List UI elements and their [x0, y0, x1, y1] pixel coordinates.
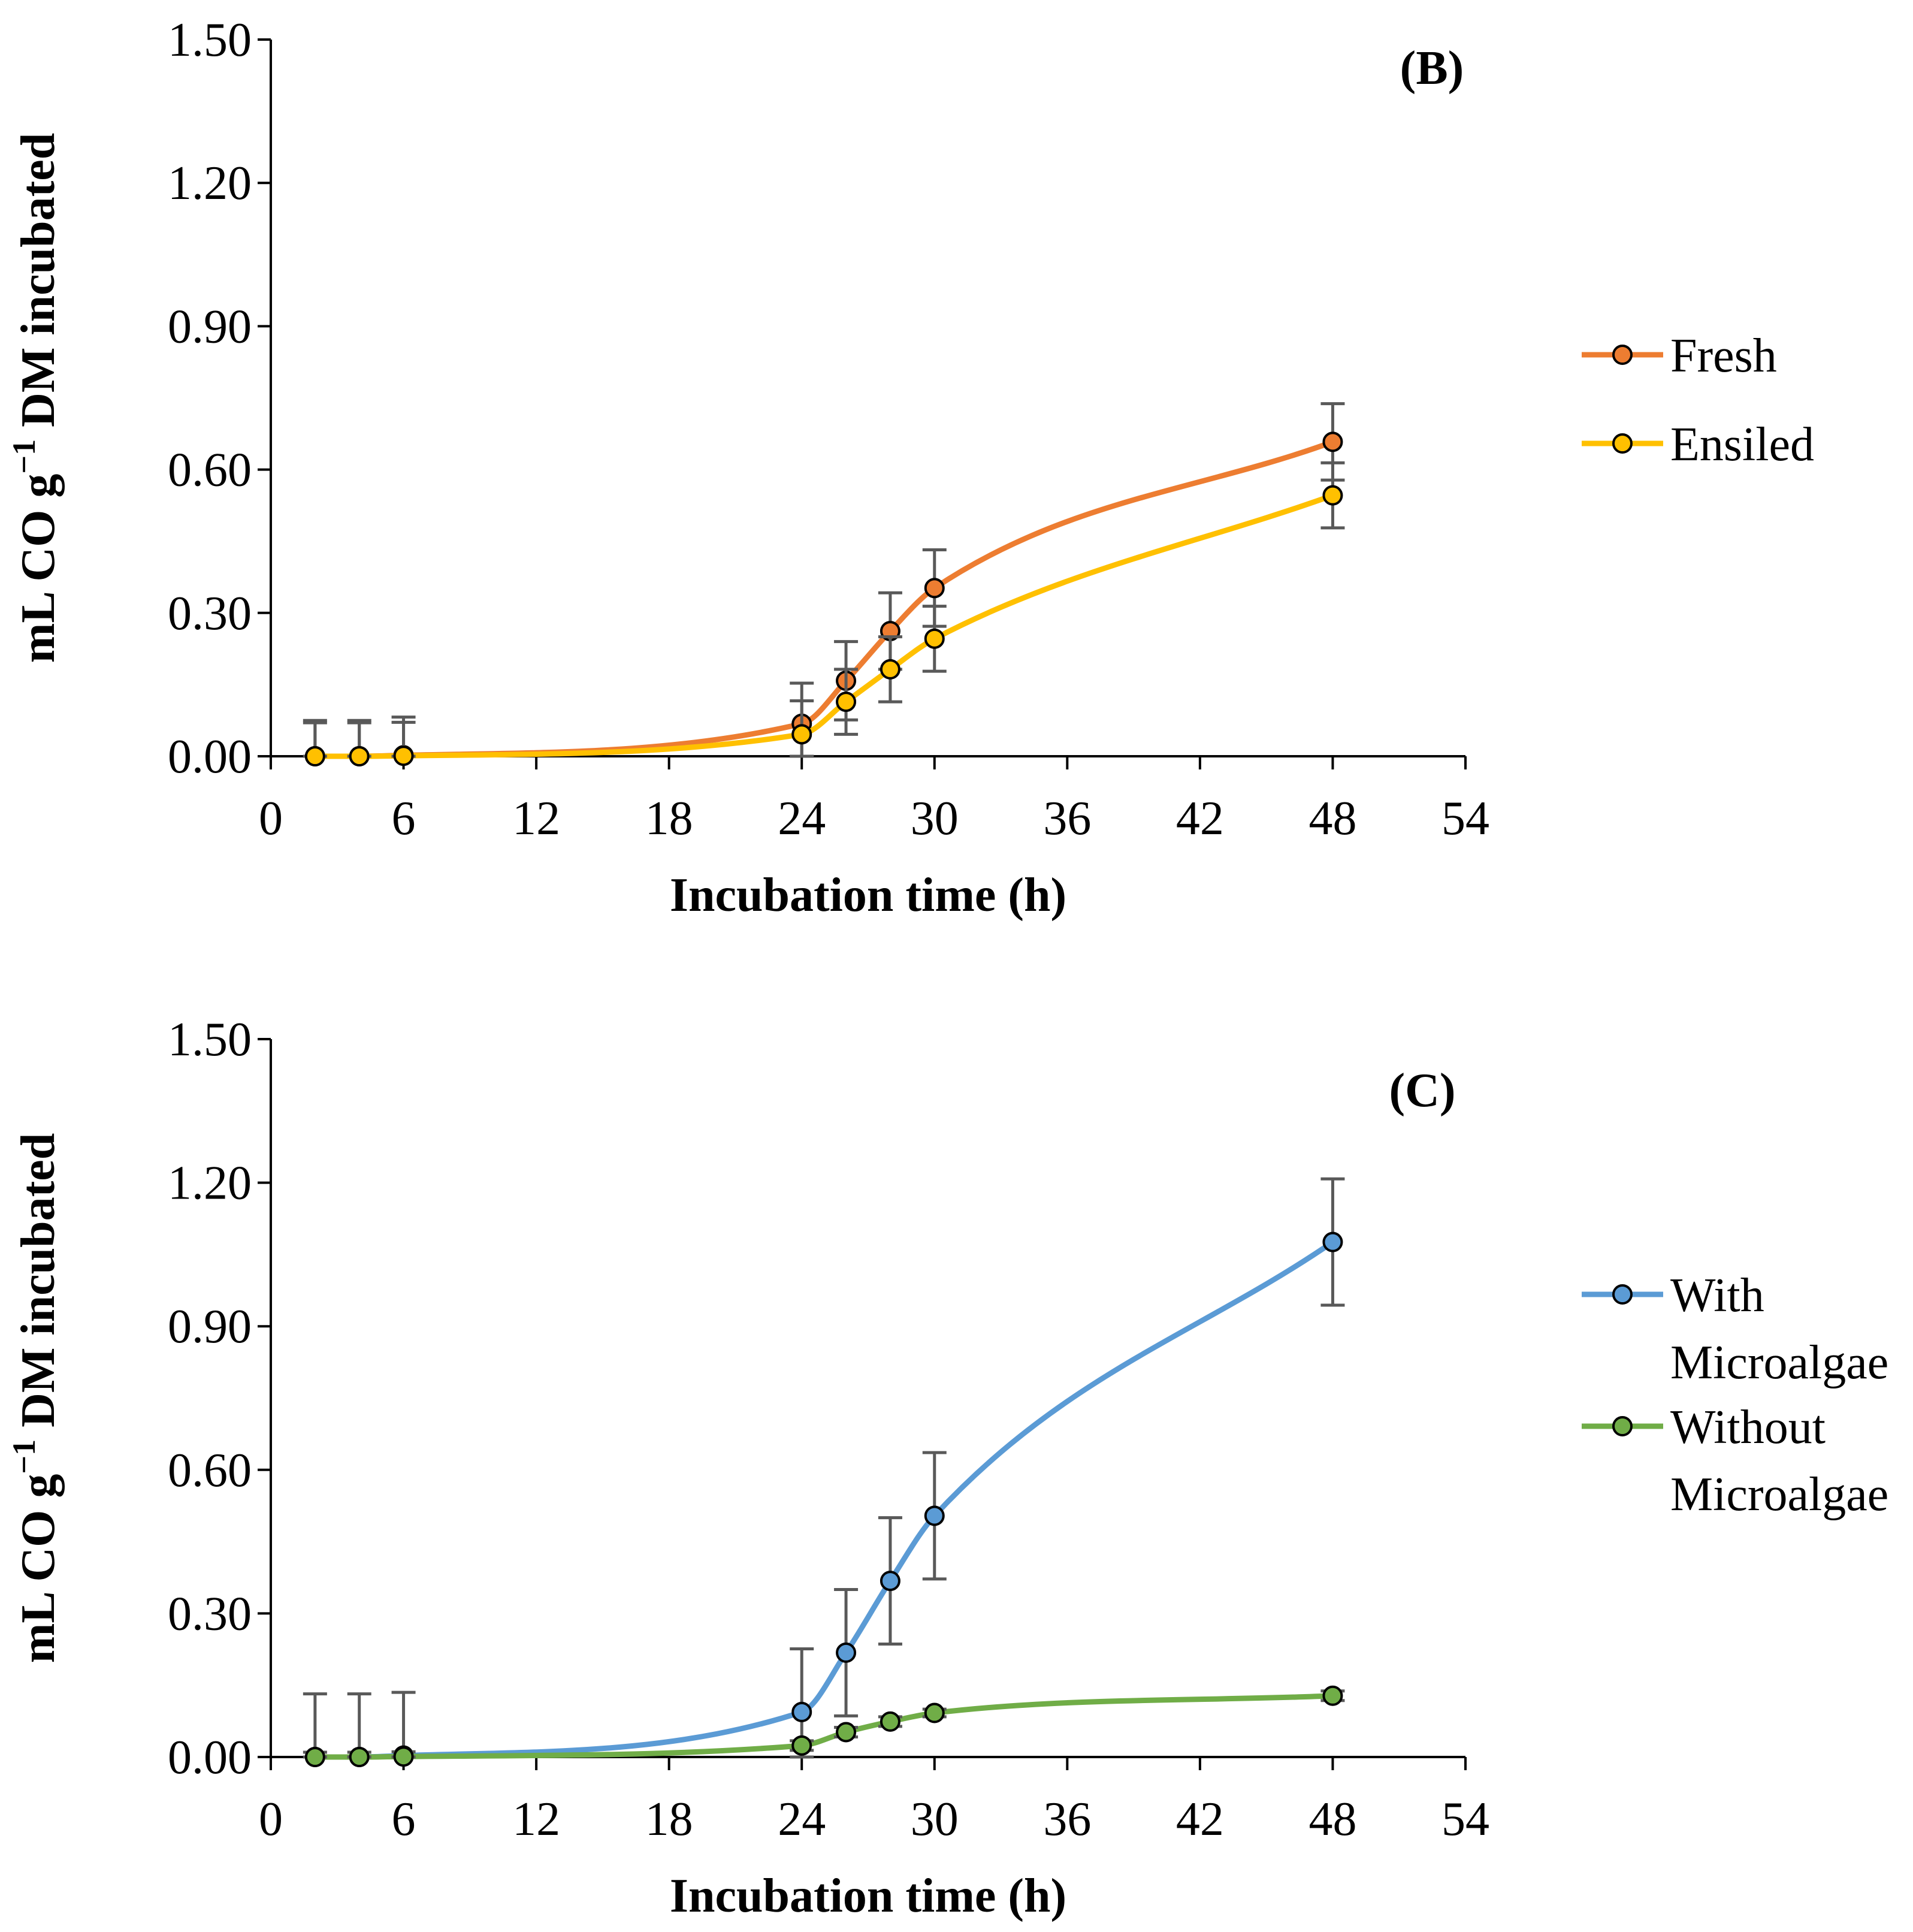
data-point	[1322, 1685, 1343, 1706]
data-point	[304, 746, 325, 766]
y-tick-label: 0.60	[168, 444, 252, 497]
data-point	[924, 628, 945, 649]
x-tick-label: 24	[778, 1793, 826, 1846]
x-tick-label: 42	[1176, 1793, 1224, 1846]
series-1	[303, 1685, 1345, 1767]
series-1	[303, 461, 1345, 766]
series-line	[312, 493, 1335, 759]
x-tick-label: 42	[1176, 792, 1224, 845]
x-tick-label: 6	[392, 1793, 416, 1846]
data-point	[880, 1711, 900, 1732]
series-0	[303, 402, 1345, 766]
data-point	[924, 578, 945, 599]
data-point	[1322, 1231, 1343, 1252]
series-0	[303, 1177, 1345, 1767]
data-point	[1322, 485, 1343, 506]
x-axis-title: Incubation time (h)	[670, 869, 1066, 922]
data-point	[349, 746, 370, 766]
y-tick-label: 0.60	[168, 1444, 252, 1497]
y-tick-label: 0.00	[168, 730, 252, 783]
x-tick-label: 18	[645, 1793, 693, 1846]
data-point	[304, 1747, 325, 1767]
data-point	[791, 724, 812, 745]
data-point	[836, 1642, 857, 1663]
x-tick-label: 48	[1308, 792, 1356, 845]
x-tick-label: 36	[1043, 792, 1091, 845]
legend-item: Fresh	[1582, 330, 1777, 382]
y-tick-label: 0.30	[168, 587, 252, 640]
legend-label: Microalgae	[1670, 1468, 1888, 1521]
data-point	[791, 1735, 812, 1756]
data-point	[924, 1505, 945, 1526]
legend-label: Without	[1670, 1401, 1826, 1454]
data-point	[836, 1722, 857, 1743]
data-point	[393, 745, 414, 766]
legend-marker	[1612, 1416, 1633, 1436]
legend-label: Microalgae	[1670, 1336, 1888, 1389]
x-tick-label: 12	[512, 1793, 560, 1846]
legend-item: With Microalgae	[1582, 1269, 1888, 1389]
series-line	[312, 1239, 1335, 1760]
panel-c: 0.00 0.30 0.60 0.90 1.20 1.50 0 6 12 18 24 30 36 42 48…	[6, 1013, 1888, 1922]
y-axis-title: mL CO g−1 DM incubated	[6, 1133, 65, 1664]
x-axis-title: Incubation time (h)	[670, 1870, 1066, 1922]
legend-marker	[1612, 433, 1633, 454]
data-point	[880, 659, 900, 680]
x-tick-label: 24	[778, 792, 826, 845]
y-tick-label: 1.20	[168, 157, 252, 210]
x-tick-label: 30	[911, 792, 959, 845]
x-tick-label: 54	[1441, 792, 1489, 845]
legend-label: Ensiled	[1670, 418, 1814, 471]
x-tick-label: 36	[1043, 1793, 1091, 1846]
y-tick-label: 1.50	[168, 1013, 252, 1066]
x-tick-label: 0	[259, 792, 283, 845]
data-point	[393, 1746, 414, 1767]
x-tick-label: 18	[645, 792, 693, 845]
x-tick-label: 12	[512, 792, 560, 845]
x-tick-label: 6	[392, 792, 416, 845]
series-line	[312, 1693, 1335, 1760]
x-tick-label: 30	[911, 1793, 959, 1846]
y-tick-label: 1.20	[168, 1157, 252, 1210]
data-point	[880, 1571, 900, 1592]
legend-label: Fresh	[1670, 330, 1777, 382]
panel-label: (C)	[1389, 1064, 1455, 1117]
legend-label: With	[1670, 1269, 1764, 1322]
x-tick-label: 0	[259, 1793, 283, 1846]
x-tick-label: 48	[1308, 1793, 1356, 1846]
data-point	[1322, 431, 1343, 452]
data-point	[791, 1701, 812, 1722]
y-tick-label: 1.50	[168, 14, 252, 67]
x-tick-label: 54	[1441, 1793, 1489, 1846]
data-point	[349, 1747, 370, 1767]
legend-marker	[1612, 345, 1633, 365]
panel-b: 0.00 0.30 0.60 0.90 1.20 1.50 0 6 12 18 24 30 36 42 48…	[6, 14, 1814, 922]
y-tick-label: 0.90	[168, 300, 252, 353]
data-point	[836, 692, 857, 713]
y-tick-label: 0.30	[168, 1587, 252, 1640]
series-line	[312, 439, 1335, 759]
legend-item: Without Microalgae	[1582, 1401, 1888, 1521]
y-tick-label: 0.90	[168, 1300, 252, 1353]
y-tick-label: 0.00	[168, 1731, 252, 1784]
y-axis-title: mL CO g−1 DM incubated	[6, 133, 65, 663]
data-point	[924, 1702, 945, 1723]
panel-label: (B)	[1400, 42, 1464, 95]
legend-marker	[1612, 1284, 1633, 1305]
legend-item: Ensiled	[1582, 418, 1814, 471]
